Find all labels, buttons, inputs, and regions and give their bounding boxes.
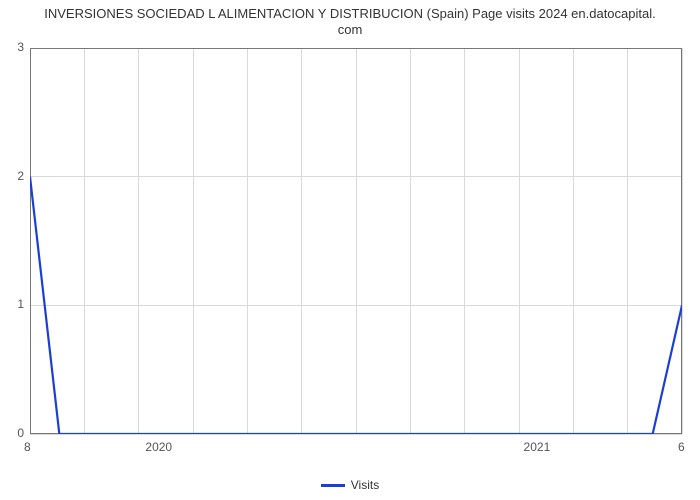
plot-area <box>30 48 682 434</box>
series-line-visits <box>30 177 682 434</box>
corner-label-left: 8 <box>24 440 31 454</box>
x-tick-label: 2020 <box>145 440 172 454</box>
title-line-2: com <box>338 22 363 37</box>
legend-label: Visits <box>351 478 379 492</box>
y-tick-label: 3 <box>17 40 24 54</box>
x-tick-label: 2021 <box>524 440 551 454</box>
chart-title: INVERSIONES SOCIEDAD L ALIMENTACION Y DI… <box>0 6 700 39</box>
legend-swatch <box>321 484 345 487</box>
y-tick-label: 1 <box>17 297 24 311</box>
legend: Visits <box>0 478 700 492</box>
title-line-1: INVERSIONES SOCIEDAD L ALIMENTACION Y DI… <box>44 6 655 21</box>
y-tick-label: 2 <box>17 169 24 183</box>
y-tick-label: 0 <box>17 426 24 440</box>
series-layer <box>30 48 682 434</box>
chart-container: INVERSIONES SOCIEDAD L ALIMENTACION Y DI… <box>0 0 700 500</box>
corner-label-right: 6 <box>678 440 685 454</box>
